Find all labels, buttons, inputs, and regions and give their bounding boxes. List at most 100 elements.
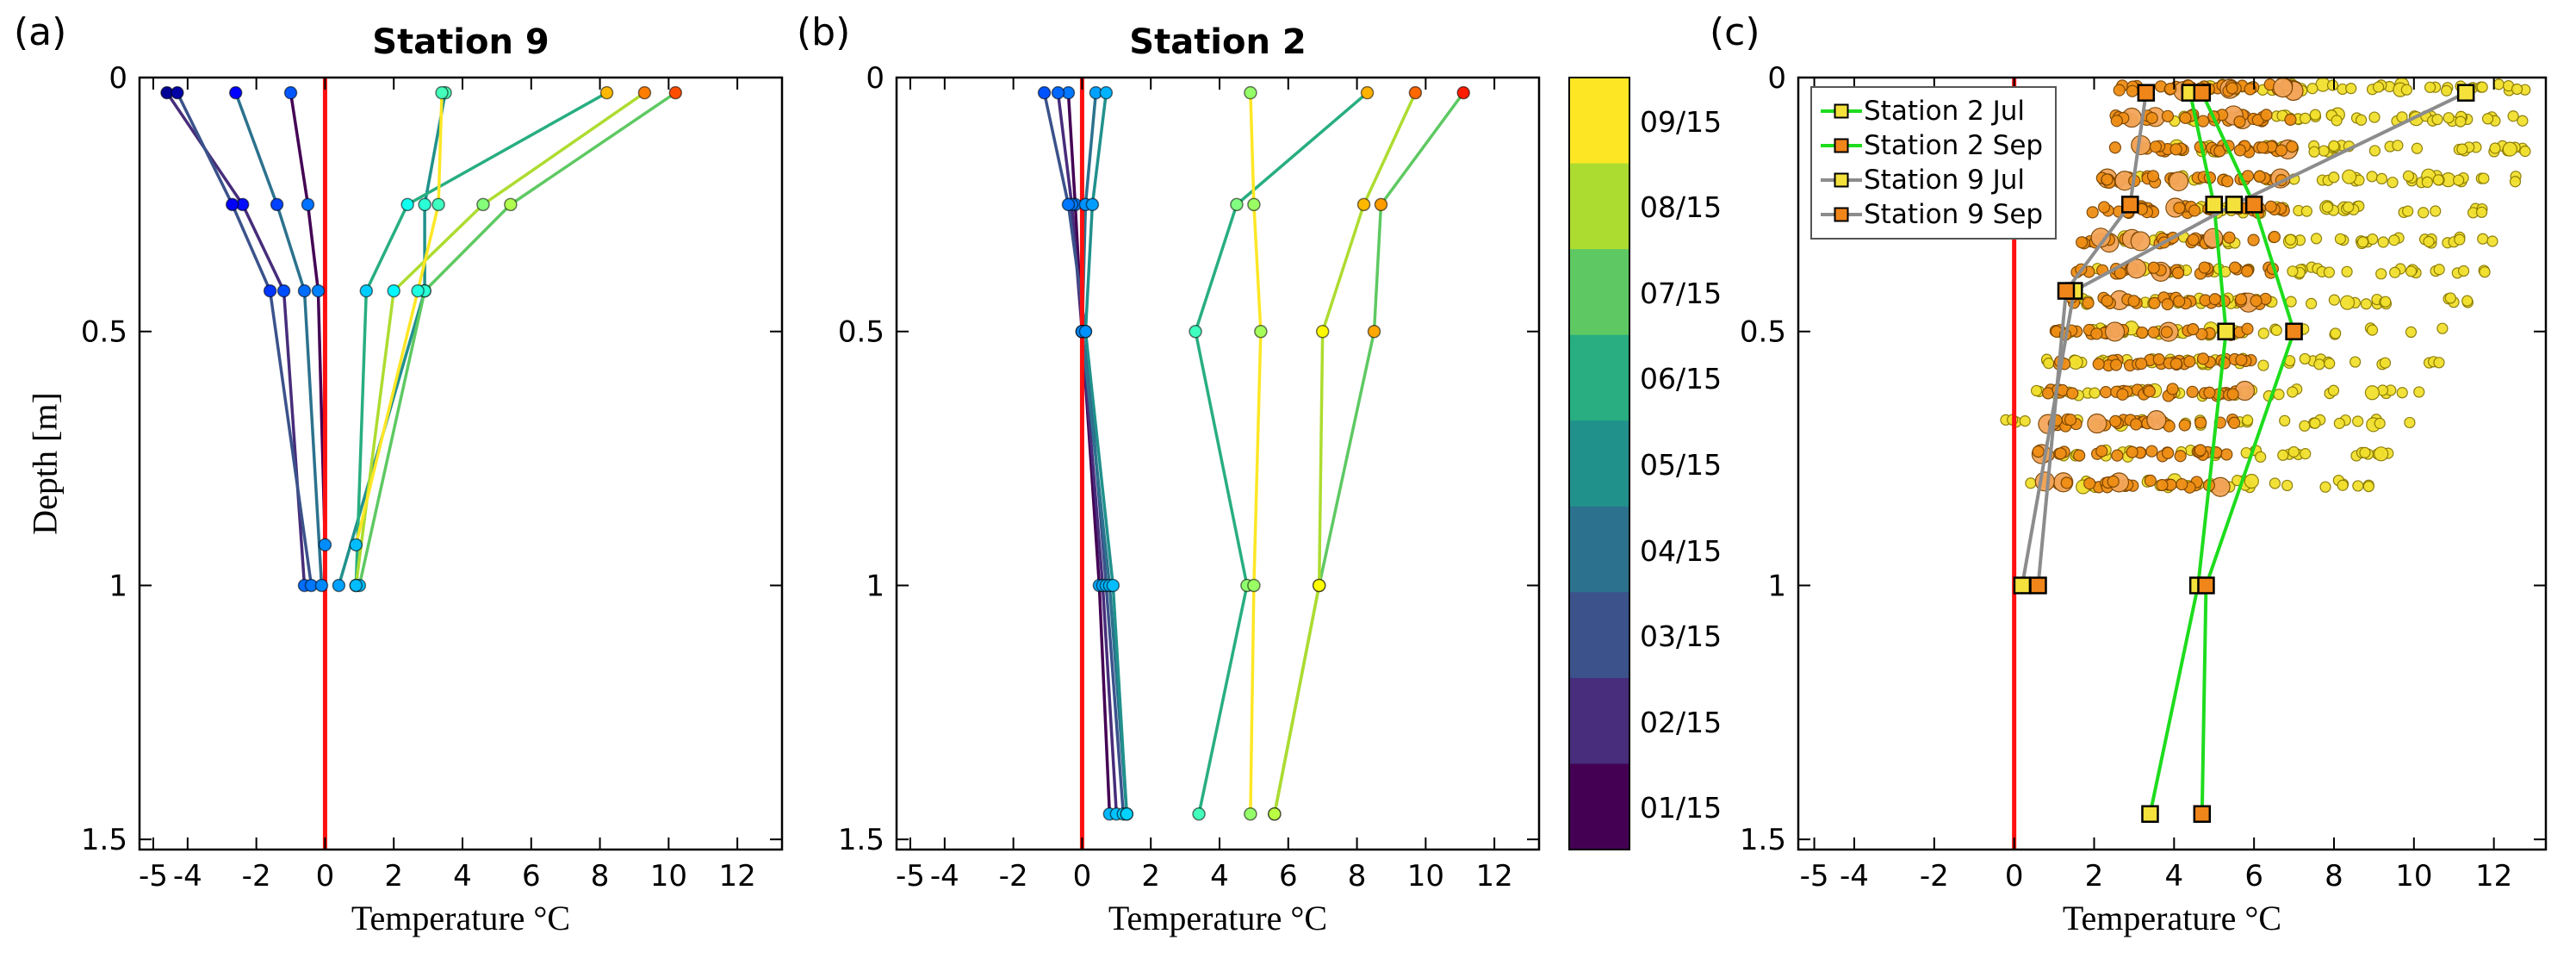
legend-item: Station 2 Jul <box>1821 95 2043 128</box>
scatter-point-jul <box>2321 201 2334 213</box>
profile-marker <box>637 85 652 100</box>
scatter-point-sep <box>2148 296 2161 309</box>
scatter-point-jul <box>2337 479 2349 491</box>
scatter-point-sep <box>2087 413 2107 434</box>
scatter-point-jul <box>2366 171 2378 183</box>
station-square-marker <box>2013 576 2032 595</box>
scatter-point-jul <box>2456 143 2468 155</box>
colorbar-band <box>1569 763 1629 850</box>
scatter-point-sep <box>2225 82 2238 95</box>
profile-marker <box>1315 324 1330 339</box>
scatter-point-jul <box>2387 177 2399 189</box>
x-tick-label: 6 <box>2244 859 2263 893</box>
y-tick-label: 0.5 <box>81 315 127 350</box>
scatter-point-jul <box>2244 473 2259 489</box>
station-square-marker <box>2029 576 2047 595</box>
scatter-point-jul <box>2270 324 2282 336</box>
scatter-point-jul <box>2374 417 2386 429</box>
panel-c-xaxis-label: Temperature °C <box>2062 899 2282 937</box>
scatter-point-sep <box>2187 323 2200 336</box>
scatter-point-jul <box>2368 145 2381 157</box>
scatter-point-jul <box>2328 171 2340 184</box>
scatter-point-sep <box>2054 447 2067 460</box>
profile-marker <box>301 197 315 212</box>
colorbar-band <box>1569 78 1629 165</box>
scatter-point-jul <box>2392 140 2404 152</box>
scatter-point-jul <box>2486 235 2498 247</box>
scatter-point-sep <box>2233 115 2246 128</box>
legend-square-marker <box>1834 138 1849 153</box>
scatter-point-jul <box>2309 417 2321 429</box>
scatter-point-jul <box>2402 170 2415 182</box>
scatter-point-jul <box>2242 414 2254 426</box>
scatter-point-jul <box>2489 142 2501 154</box>
x-tick-label: -2 <box>999 859 1028 893</box>
panel-b-xaxis-label: Temperature °C <box>1108 899 1328 937</box>
profile-marker <box>228 85 243 100</box>
scatter-point-sep <box>2116 388 2129 401</box>
scatter-point-sep <box>2171 266 2184 279</box>
profile-marker <box>297 283 312 298</box>
scatter-point-sep <box>2146 410 2167 431</box>
y-tick-label: 1 <box>1767 569 1786 603</box>
scatter-point-jul <box>2319 481 2331 493</box>
legend-item: Station 2 Sep <box>1821 129 2043 162</box>
scatter-point-sep <box>2161 298 2174 311</box>
profile-marker <box>349 578 363 593</box>
panel-letter-a: (a) <box>14 10 67 54</box>
scatter-point-jul <box>2421 176 2433 189</box>
scatter-point-jul <box>2352 415 2364 427</box>
scatter-point-jul <box>2356 236 2369 248</box>
x-tick-label: 10 <box>2395 859 2432 893</box>
scatter-point-jul <box>2413 386 2425 398</box>
scatter-point-sep <box>2092 358 2105 370</box>
station-square-marker <box>2193 805 2212 823</box>
scatter-point-jul <box>2481 113 2494 125</box>
x-tick-label: -2 <box>1920 859 1949 893</box>
legend-label: Station 9 Jul <box>1864 165 2026 196</box>
profile-marker <box>1230 197 1244 212</box>
scatter-point-sep <box>2144 474 2157 487</box>
scatter-point-jul <box>2328 294 2340 306</box>
colorbar-band <box>1569 506 1629 594</box>
profile-marker <box>504 197 518 212</box>
profile-marker <box>431 197 445 212</box>
panel-letter-b: (b) <box>797 10 851 54</box>
scatter-point-sep <box>2221 175 2234 188</box>
scatter-point-jul <box>2333 417 2345 429</box>
scatter-point-sep <box>2173 295 2186 308</box>
scatter-point-sep <box>2127 295 2140 308</box>
scatter-point-sep <box>2234 293 2248 306</box>
scatter-point-sep <box>2149 140 2163 153</box>
colorbar-border <box>1568 77 1630 850</box>
scatter-point-jul <box>2400 84 2412 96</box>
scatter-point-sep <box>2162 446 2175 459</box>
scatter-point-sep <box>2110 115 2123 128</box>
scatter-point-sep <box>2145 445 2158 458</box>
profile-marker <box>1312 578 1326 593</box>
y-tick-label: 0 <box>866 61 885 96</box>
scatter-point-jul <box>2418 207 2430 219</box>
legend-label: Station 9 Sep <box>1864 199 2044 230</box>
station-square-marker <box>2217 322 2235 340</box>
profile-line-05-15 <box>337 92 447 586</box>
station-line-station-9-jul <box>2020 90 2467 586</box>
scatter-point-sep <box>2076 236 2089 249</box>
scatter-point-jul <box>2269 477 2281 489</box>
scatter-point-jul <box>2453 174 2465 186</box>
scatter-point-sep <box>2166 383 2179 395</box>
scatter-point-jul <box>2310 233 2323 245</box>
profile-line-08-15 <box>1273 91 1417 815</box>
x-tick-label: 2 <box>1141 859 1160 893</box>
station-square-marker <box>2057 282 2076 300</box>
scatter-point-sep <box>2130 418 2143 431</box>
panel-b-plot <box>1037 78 1470 850</box>
panel-c-plot <box>2000 77 2531 850</box>
scatter-point-jul <box>2366 324 2379 336</box>
scatter-point-sep <box>2196 352 2210 365</box>
x-tick-label: 2 <box>2085 859 2104 893</box>
scatter-point-sep <box>2099 385 2113 399</box>
scatter-point-sep <box>2146 170 2160 183</box>
scatter-point-sep <box>2169 358 2182 370</box>
profile-line-04-15 <box>234 92 324 586</box>
